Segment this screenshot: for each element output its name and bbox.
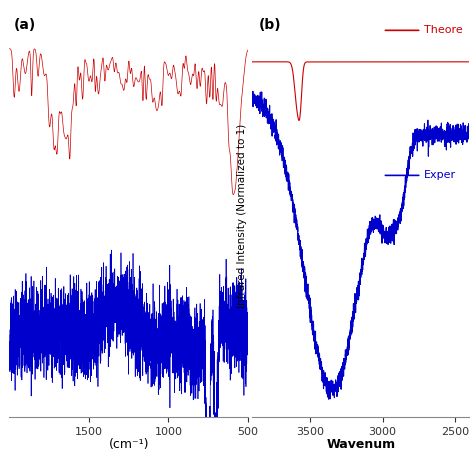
X-axis label: (cm⁻¹): (cm⁻¹) (109, 438, 149, 451)
Text: (b): (b) (259, 18, 282, 32)
Text: Exper: Exper (424, 170, 456, 181)
Text: (a): (a) (14, 18, 36, 32)
X-axis label: Wavenum: Wavenum (326, 438, 395, 451)
Text: Theore: Theore (424, 25, 463, 36)
Y-axis label: Infrared Intensity (Normalized to 1): Infrared Intensity (Normalized to 1) (237, 124, 247, 308)
